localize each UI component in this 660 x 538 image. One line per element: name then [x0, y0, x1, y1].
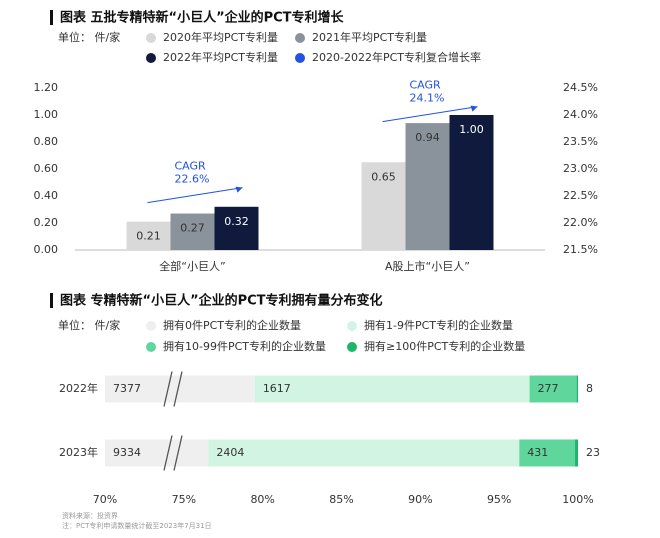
x-tick-label: A股上市“小巨人” [385, 259, 470, 273]
y-tick-label: 0.20 [34, 216, 59, 229]
bar-segment [105, 439, 209, 467]
legend-label: 拥有≥100件PCT专利的企业数量 [364, 339, 525, 353]
legend-swatch [146, 53, 156, 63]
chart-title: 图表 专精特新“小巨人”企业的PCT专利拥有量分布变化 [60, 293, 383, 309]
x-tick-label: 75% [172, 493, 196, 506]
y-tick-label: 2023年 [59, 445, 98, 459]
value-label: 0.21 [136, 230, 161, 243]
value-label: 431 [527, 446, 548, 459]
y-tick-label: 2022年 [59, 381, 98, 395]
value-label: 277 [538, 382, 559, 395]
value-label: 2404 [216, 446, 244, 459]
arrow-head [235, 186, 243, 193]
value-label: 9334 [113, 446, 141, 459]
bar [361, 162, 406, 250]
x-tick-label: 70% [93, 493, 117, 506]
bar [214, 206, 259, 250]
legend-label: 2020-2022年PCT专利复合增长率 [312, 50, 481, 64]
x-tick-label: 90% [408, 493, 432, 506]
bar-segment [575, 439, 578, 467]
x-tick-label: 全部“小巨人” [159, 259, 225, 273]
title-marker [50, 10, 53, 25]
x-tick-label: 85% [329, 493, 353, 506]
bar-segment [519, 439, 576, 467]
source: 资料来源：投资界 [62, 511, 118, 520]
y-tick-label: 0.00 [34, 243, 59, 256]
cagr-annotation: CAGR [175, 160, 207, 173]
y-tick-label: 1.20 [34, 81, 59, 94]
legend-label: 拥有1-9件PCT专利的企业数量 [364, 318, 513, 332]
y2-tick-label: 21.5% [563, 243, 598, 256]
bar [449, 115, 494, 250]
legend-swatch [295, 33, 305, 43]
value-label: 0.94 [415, 131, 440, 144]
bar [126, 221, 171, 250]
y2-tick-label: 24.0% [563, 108, 598, 121]
y-tick-label: 0.40 [34, 189, 59, 202]
value-label: 7377 [113, 382, 141, 395]
legend-swatch [347, 342, 357, 352]
bar [405, 123, 450, 250]
legend-swatch [295, 53, 305, 63]
value-label: 8 [586, 382, 593, 395]
unit-label: 单位： 件/家 [58, 318, 120, 332]
legend-swatch [146, 33, 156, 43]
y-tick-label: 0.80 [34, 135, 59, 148]
legend-swatch [146, 342, 156, 352]
axis-break [163, 435, 183, 471]
y2-tick-label: 23.0% [563, 162, 598, 175]
legend-label: 拥有0件PCT专利的企业数量 [163, 318, 301, 332]
legend-swatch [146, 321, 156, 331]
x-tick-label: 95% [487, 493, 511, 506]
value-label: 0.65 [371, 170, 396, 183]
bar-segment [529, 375, 577, 403]
legend-label: 2022年平均PCT专利量 [163, 50, 278, 64]
bar-segment [254, 375, 530, 403]
y-tick-label: 1.00 [34, 108, 59, 121]
title-marker [50, 293, 53, 308]
y2-tick-label: 22.0% [563, 216, 598, 229]
value-label: 1.00 [459, 123, 484, 136]
value-label: 1617 [263, 382, 291, 395]
cagr-label: 24.1% [410, 92, 445, 105]
y2-tick-label: 23.5% [563, 135, 598, 148]
bar-segment [576, 375, 578, 403]
x-tick-label: 100% [562, 493, 593, 506]
arrow-head [470, 105, 478, 112]
y2-tick-label: 24.5% [563, 81, 598, 94]
legend-label: 2020年平均PCT专利量 [163, 30, 278, 44]
legend-label: 拥有10-99件PCT专利的企业数量 [163, 339, 326, 353]
legend-label: 2021年平均PCT专利量 [312, 30, 427, 44]
bar-segment [208, 439, 520, 467]
y2-tick-label: 22.5% [563, 189, 598, 202]
value-label: 0.27 [180, 222, 205, 235]
value-label: 0.32 [224, 215, 249, 228]
x-tick-label: 80% [250, 493, 274, 506]
axis-break [163, 371, 183, 407]
cagr-arrow [147, 187, 243, 204]
cagr-annotation: CAGR [410, 79, 442, 92]
note: 注：PCT专利申请数量统计截至2023年7月31日 [62, 521, 212, 530]
chart-title: 图表 五批专精特新“小巨人”企业的PCT专利增长 [60, 10, 345, 26]
value-label: 23 [586, 446, 600, 459]
bar [170, 213, 215, 250]
cagr-arrow [382, 106, 478, 123]
unit-label: 单位： 件/家 [58, 30, 120, 44]
cagr-label: 22.6% [175, 173, 210, 186]
y-tick-label: 0.60 [34, 162, 59, 175]
legend-swatch [347, 321, 357, 331]
